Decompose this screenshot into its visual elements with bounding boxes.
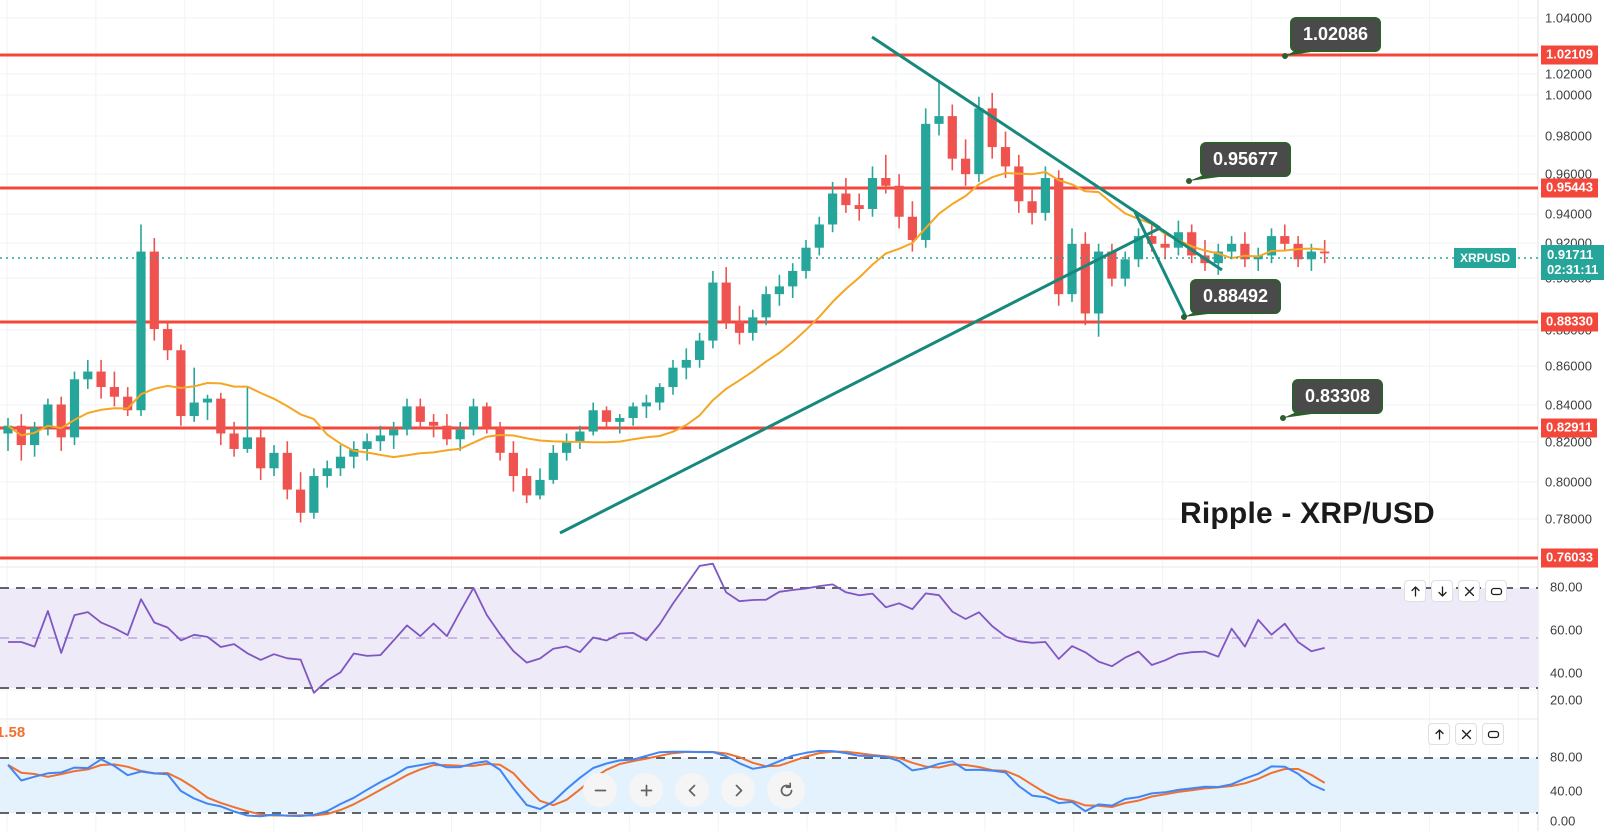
- target-callout[interactable]: 0.83308: [1292, 379, 1384, 414]
- stochastic-axis-tick: 40.00: [1550, 783, 1583, 799]
- stochastic-d-line: [7, 750, 1326, 817]
- price-axis-tick: 0.98000: [1545, 128, 1592, 144]
- price-axis-tick: 1.00000: [1545, 87, 1592, 103]
- trendline-group: [559, 35, 1223, 535]
- rsi-move-up-button[interactable]: [1404, 580, 1426, 602]
- chart-navigation-toolbar: [583, 771, 805, 809]
- level-price-tag[interactable]: 1.02109: [1541, 45, 1598, 65]
- price-axis-tick: 1.02000: [1545, 66, 1592, 82]
- moving-average-line: [7, 171, 1325, 459]
- rsi-close-button[interactable]: [1458, 580, 1480, 602]
- level-price-tag[interactable]: 0.95443: [1541, 178, 1598, 198]
- trendline-upper-descending: [871, 35, 1161, 230]
- vertical-gridlines: [6, 0, 1519, 831]
- target-callout[interactable]: 0.88492: [1190, 279, 1282, 314]
- stochastic-value-readout: 1.58: [0, 724, 26, 741]
- bar-countdown: 02:31:11: [1547, 262, 1599, 277]
- current-price-value: 0.91711: [1547, 247, 1594, 262]
- rsi-move-down-button[interactable]: [1431, 580, 1453, 602]
- price-axis-tick: 0.96000: [1545, 166, 1592, 182]
- rsi-axis-tick: 20.00: [1550, 692, 1583, 708]
- rsi-axis-tick: 60.00: [1550, 622, 1583, 638]
- stochastic-axis-tick: 80.00: [1550, 749, 1583, 765]
- price-axis-tick: 0.78000: [1545, 511, 1592, 527]
- target-callout[interactable]: 1.02086: [1290, 17, 1382, 52]
- rsi-axis-tick: 80.00: [1550, 579, 1583, 595]
- level-price-tag[interactable]: 0.82911: [1541, 418, 1598, 438]
- current-price-badge[interactable]: 0.91711 02:31:11: [1541, 245, 1605, 280]
- price-axis-tick: 0.94000: [1545, 206, 1592, 222]
- symbol-badge[interactable]: XRPUSD: [1454, 248, 1517, 268]
- rsi-axis-tick: 40.00: [1550, 665, 1583, 681]
- level-price-tag[interactable]: 0.88330: [1541, 312, 1598, 332]
- zoom-out-button[interactable]: [583, 773, 617, 807]
- price-axis-tick: 1.04000: [1545, 10, 1592, 26]
- stochastic-maximize-button[interactable]: [1482, 723, 1504, 745]
- trendline-breakdown-projection: [1133, 211, 1188, 318]
- trendline-lower-ascending: [559, 226, 1161, 535]
- stochastic-k-line: [7, 749, 1326, 818]
- stochastic-move-up-button[interactable]: [1428, 723, 1450, 745]
- callout-pointers: [1181, 44, 1326, 421]
- rsi-guides: [0, 587, 1538, 689]
- trendline-resistance-projection: [1134, 210, 1223, 272]
- rsi-panel-controls: [1404, 580, 1507, 602]
- scroll-right-button[interactable]: [721, 773, 755, 807]
- rsi-line: [8, 562, 1325, 694]
- rsi-maximize-button[interactable]: [1485, 580, 1507, 602]
- level-price-tag[interactable]: 0.76033: [1541, 548, 1598, 568]
- zoom-in-button[interactable]: [629, 773, 663, 807]
- stochastic-close-button[interactable]: [1455, 723, 1477, 745]
- stochastic-axis-tick: 0.00: [1550, 813, 1576, 829]
- target-callout[interactable]: 0.95677: [1200, 142, 1292, 177]
- candlestick-series: [3, 81, 1330, 523]
- scroll-left-button[interactable]: [675, 773, 709, 807]
- chart-watermark-title: Ripple - XRP/USD: [1180, 497, 1435, 530]
- price-axis-tick: 0.80000: [1545, 474, 1592, 490]
- reset-chart-button[interactable]: [767, 771, 805, 809]
- stochastic-panel-controls: [1428, 723, 1504, 745]
- price-axis-tick: 0.86000: [1545, 358, 1592, 374]
- price-axis-tick: 0.82000: [1545, 434, 1592, 450]
- price-axis-tick: 0.84000: [1545, 397, 1592, 413]
